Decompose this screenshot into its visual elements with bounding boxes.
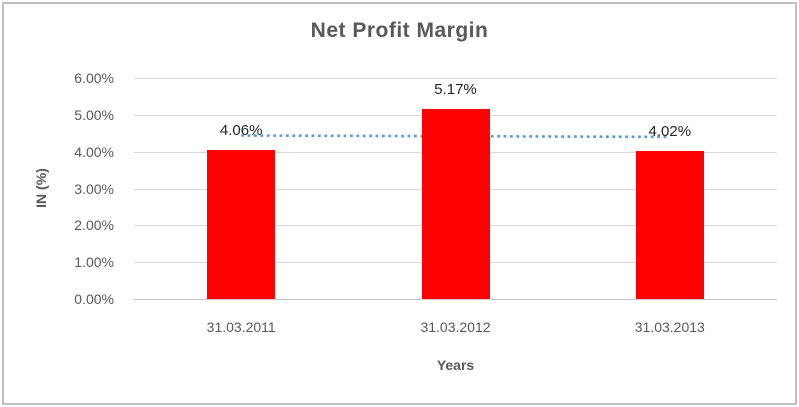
bar bbox=[421, 108, 490, 299]
y-tick-label: 0.00% bbox=[74, 291, 114, 307]
x-axis-title: Years bbox=[436, 357, 475, 373]
y-tick-label: 1.00% bbox=[74, 254, 114, 271]
bar bbox=[207, 149, 276, 299]
x-axis-line bbox=[134, 299, 777, 300]
bar-data-label: 4.06% bbox=[219, 121, 263, 139]
bar bbox=[635, 150, 704, 299]
y-tick-label: 3.00% bbox=[74, 180, 114, 197]
bar-data-label: 5.17% bbox=[434, 80, 477, 98]
y-tick-label: 4.00% bbox=[74, 143, 114, 160]
x-tick-label: 31.03.2011 bbox=[206, 319, 276, 335]
y-tick-label: 6.00% bbox=[74, 70, 114, 86]
bar-data-label: 4.02% bbox=[648, 122, 692, 140]
chart-title: Net Profit Margin bbox=[310, 19, 489, 42]
y-tick-label: 2.00% bbox=[74, 217, 114, 234]
x-tick-label: 31.03.2012 bbox=[420, 319, 491, 335]
y-tick-label: 5.00% bbox=[74, 106, 114, 123]
trendline bbox=[241, 134, 670, 139]
x-tick-label: 31.03.2013 bbox=[634, 319, 705, 335]
gridline bbox=[134, 78, 777, 79]
plot-area: 4.06% 5.17% 4.02% bbox=[134, 78, 777, 300]
